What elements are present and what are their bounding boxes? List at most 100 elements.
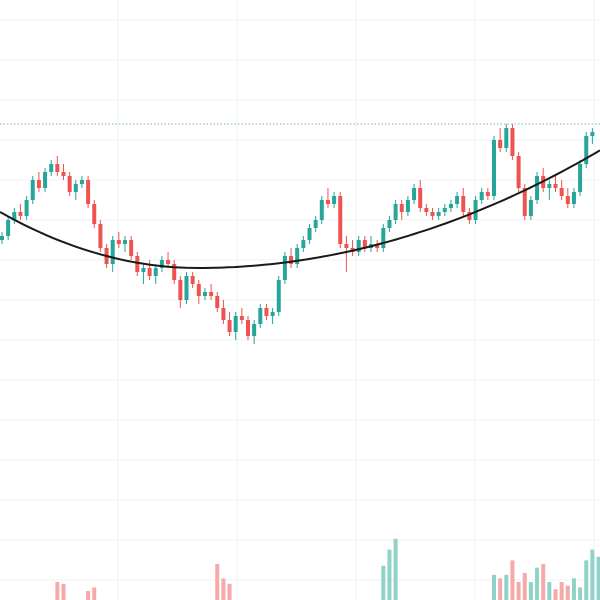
volume-bar [516, 582, 521, 600]
volume-bars [55, 538, 600, 600]
candle-body [215, 296, 220, 308]
candle-body [547, 184, 552, 188]
candle-body [153, 268, 158, 276]
candle-body [307, 228, 312, 240]
candle-body [79, 180, 84, 184]
candle-body [178, 280, 183, 300]
volume-bar [55, 582, 60, 600]
volume-bar [547, 582, 552, 600]
candle-body [67, 176, 72, 192]
candle-body [362, 240, 367, 248]
candle-body [498, 140, 503, 148]
candle-body [448, 204, 453, 208]
candle-body [584, 136, 589, 164]
candle-body [276, 280, 281, 312]
candle-body [30, 180, 35, 200]
candle-body [510, 128, 515, 156]
candle-body [479, 192, 484, 200]
candle-body [86, 180, 91, 204]
candle-body [116, 240, 121, 244]
candle-body [12, 212, 17, 220]
candle-body [49, 164, 54, 172]
candle-body [129, 240, 134, 256]
candle-body [381, 228, 386, 248]
candle-body [289, 256, 294, 264]
cup-curve [0, 149, 600, 269]
candle-body [0, 236, 4, 240]
candle-body [239, 316, 244, 320]
candle-body [258, 308, 263, 324]
volume-bar [498, 578, 503, 600]
candle-body [252, 324, 257, 336]
candle-body [270, 312, 275, 316]
candle-body [528, 200, 533, 216]
candle-body [571, 192, 576, 204]
candle-body [313, 220, 318, 228]
volume-bar [578, 587, 583, 600]
candle-body [485, 192, 490, 196]
candle-body [393, 204, 398, 220]
candle-body [522, 188, 527, 216]
candle-body [535, 176, 540, 200]
candle-body [6, 220, 11, 236]
volume-bar [590, 549, 595, 600]
candle-body [325, 200, 330, 204]
candle-body [412, 188, 417, 200]
volume-bar [381, 565, 386, 600]
volume-bar [535, 567, 540, 600]
volume-bar [86, 591, 91, 600]
volume-bar [221, 578, 226, 600]
volume-bar [387, 549, 392, 600]
candle-body [123, 240, 127, 244]
candle-body [202, 292, 207, 296]
candle-body [233, 316, 238, 332]
volume-bar [541, 564, 546, 600]
candle-body [184, 276, 189, 300]
candles [0, 124, 595, 344]
candle-body [442, 208, 447, 212]
volume-bar [492, 574, 496, 600]
candle-body [436, 212, 441, 216]
candle-body [166, 260, 171, 264]
candle-body [73, 184, 78, 192]
candle-body [418, 188, 423, 208]
candle-body [424, 208, 429, 212]
volume-bar [559, 582, 564, 600]
candle-body [473, 200, 478, 220]
candle-body [61, 172, 66, 176]
volume-bar [215, 564, 220, 600]
candle-body [147, 268, 152, 276]
volume-bar [553, 589, 558, 600]
candle-body [455, 196, 460, 204]
candle-body [516, 156, 521, 188]
candle-body [110, 240, 115, 264]
candle-body [559, 188, 564, 196]
candle-body [461, 196, 466, 212]
candle-body [141, 268, 146, 272]
volume-bar [61, 583, 66, 600]
volume-bar [393, 538, 398, 600]
volume-bar [528, 582, 533, 600]
candle-body [590, 132, 595, 136]
candle-body [301, 240, 306, 248]
candle-body [295, 248, 300, 264]
candle-body [36, 180, 41, 188]
candle-body [98, 224, 103, 248]
candle-body [504, 128, 509, 148]
candle-body [246, 320, 250, 336]
volume-bar [522, 573, 527, 600]
candle-body [196, 284, 201, 296]
volume-bar [565, 585, 570, 600]
candle-body [405, 200, 410, 212]
candle-body [282, 256, 287, 280]
candle-body [492, 140, 496, 196]
candle-body [319, 200, 324, 220]
candle-body [18, 212, 23, 216]
candle-body [344, 244, 349, 248]
candle-body [565, 196, 570, 204]
candle-body [190, 276, 195, 284]
candle-body [399, 204, 404, 212]
candle-body [227, 320, 232, 332]
